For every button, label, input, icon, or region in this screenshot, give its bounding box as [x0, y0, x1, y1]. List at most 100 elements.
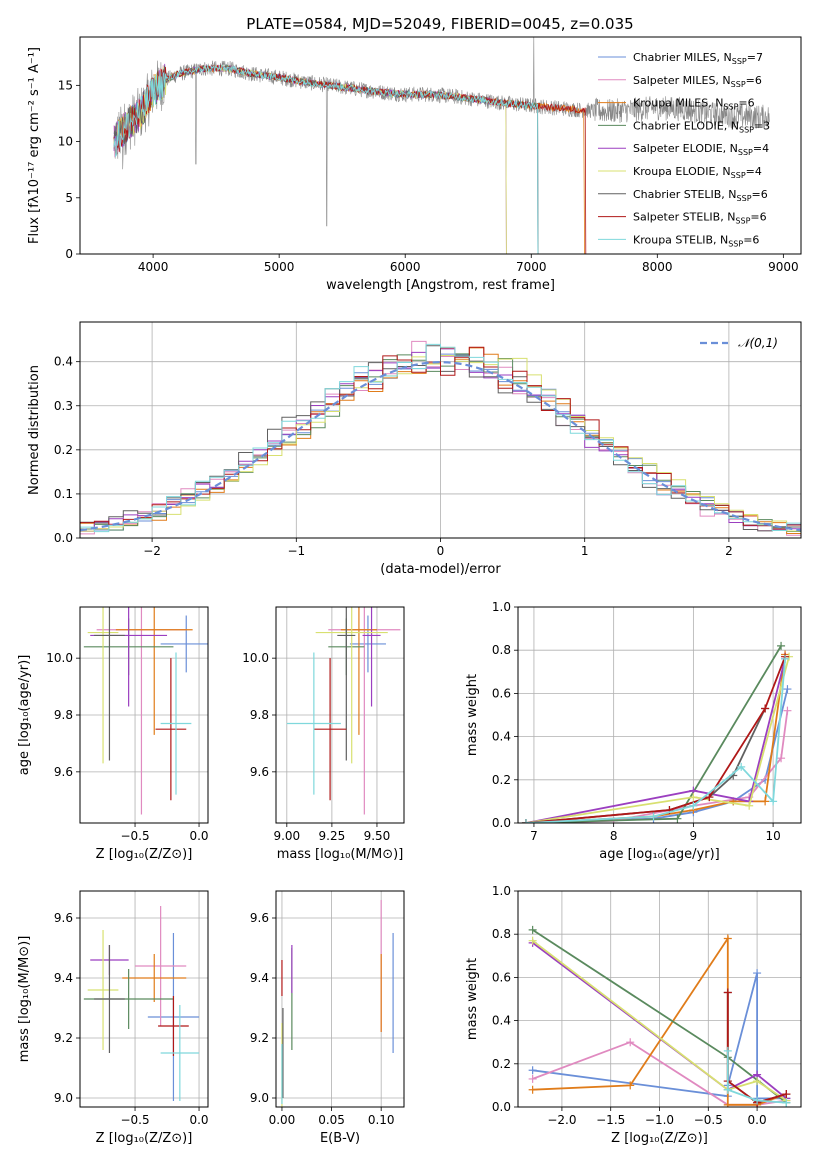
- x-axis-label: age [log₁₀(age/yr)]: [599, 847, 720, 862]
- y-tick-label: 9.4: [54, 971, 73, 985]
- mass-weight-marker: [528, 1085, 537, 1094]
- legend-entry: Chabrier ELODIE, NSSP=3: [633, 119, 770, 134]
- mass-weight-marker: [753, 1096, 762, 1105]
- y-tick-label: 0.1: [54, 487, 73, 501]
- mass-weight-marker: [777, 641, 786, 650]
- x-axis-label: mass [log₁₀(M/M⊙)]: [277, 847, 404, 862]
- x-tick-label: 0.0: [189, 829, 208, 843]
- y-tick-label: 0.0: [54, 531, 73, 545]
- y-axis-label: mass weight: [465, 958, 480, 1040]
- y-tick-label: 9.6: [250, 911, 269, 925]
- x-tick-label: 0.0: [189, 1113, 208, 1127]
- normal-reference-curve: [80, 360, 801, 532]
- axes-frame: [275, 606, 405, 824]
- y-tick-label: 10: [58, 135, 73, 149]
- mass-weight-line: [525, 658, 786, 823]
- plot-area: [80, 340, 801, 538]
- figure-title: PLATE=0584, MJD=52049, FIBERID=0045, z=0…: [246, 15, 633, 33]
- x-tick-label: −0.5: [694, 1113, 723, 1127]
- x-tick-label: 0: [437, 544, 445, 558]
- y-tick-label: 0.0: [492, 1100, 511, 1114]
- x-axis-label: Z [log₁₀(Z/Z⊙)]: [611, 1131, 708, 1146]
- x-tick-label: −1.0: [645, 1113, 674, 1127]
- plot-area: [83, 906, 200, 1101]
- legend-entry: 𝒩(0,1): [738, 336, 778, 350]
- y-tick-label: 0.6: [492, 970, 511, 984]
- mass-weight-line: [525, 645, 782, 823]
- mass-weight-marker: [745, 801, 754, 810]
- legend-entry: Salpeter STELIB, NSSP=6: [633, 211, 767, 226]
- y-axis-label: Normed distribution: [27, 365, 42, 495]
- mass-weight-marker: [723, 1085, 732, 1094]
- x-axis-label: Z [log₁₀(Z/Z⊙)]: [96, 847, 193, 862]
- y-axis-label: mass [log₁₀(M/M⊙)]: [17, 936, 32, 1063]
- y-tick-label: 0.4: [54, 355, 73, 369]
- mass-weight-marker: [761, 704, 770, 713]
- y-tick-label: 0.2: [492, 1057, 511, 1071]
- mass-weight-marker: [782, 1090, 791, 1099]
- plot-area: [113, 37, 770, 254]
- mass-weight-marker: [737, 762, 746, 771]
- mass-vs-metallicity-panel: −0.5 0.0 9.0 9.2 9.4 9.6 Z [log₁₀(Z/Z⊙)] mass […: [17, 890, 209, 1146]
- y-axis-label: mass weight: [465, 674, 480, 756]
- axes-frame: [79, 606, 209, 824]
- mass-weight-line: [532, 939, 787, 1102]
- mass-weight-marker: [753, 969, 762, 978]
- x-tick-label: 0.0: [748, 1113, 767, 1127]
- mass-weight-marker: [723, 1046, 732, 1055]
- weight-vs-metallicity-panel: −2.0 −1.5 −1.0 −0.5 0.0 0.0 0.2 0.4 0.6 0.8 1.0 Z […: [465, 884, 802, 1146]
- y-tick-label: 0.8: [492, 927, 511, 941]
- plot-area: [83, 607, 208, 815]
- y-axis-label: Flux [fλ10⁻¹⁷ erg cm⁻² s⁻¹ A⁻¹]: [27, 47, 42, 244]
- axes-frame: [517, 606, 802, 824]
- mass-weight-marker: [777, 754, 786, 763]
- mass-weight-marker: [783, 706, 792, 715]
- y-tick-label: 1.0: [492, 884, 511, 898]
- mass-weight-marker: [783, 685, 792, 694]
- x-tick-label: 4000: [138, 260, 169, 274]
- plot-area: [521, 641, 794, 823]
- mass-weight-line: [726, 1050, 787, 1104]
- y-tick-label: 9.4: [250, 971, 269, 985]
- mass-weight-marker: [528, 1066, 537, 1075]
- x-tick-label: 2: [725, 544, 733, 558]
- mass-weight-line: [525, 658, 786, 823]
- mass-weight-marker: [753, 1077, 762, 1086]
- x-tick-label: 0.10: [368, 1113, 395, 1127]
- y-tick-label: 9.2: [250, 1031, 269, 1045]
- x-tick-label: 9: [690, 829, 698, 843]
- legend-entry: Chabrier MILES, NSSP=7: [633, 51, 763, 66]
- mass-weight-marker: [761, 797, 770, 806]
- mass-weight-marker: [528, 936, 537, 945]
- plot-area: [281, 900, 394, 1107]
- y-tick-label: 9.6: [250, 765, 269, 779]
- x-tick-label: −1.5: [596, 1113, 625, 1127]
- x-axis-label: wavelength [Angstrom, rest frame]: [326, 278, 555, 293]
- x-tick-label: 8: [610, 829, 618, 843]
- legend-entry: Salpeter MILES, NSSP=6: [633, 74, 762, 89]
- mass-weight-marker: [723, 934, 732, 943]
- mass-weight-marker: [528, 925, 537, 934]
- model-spectrum-line: [113, 64, 585, 254]
- y-tick-label: 0.4: [492, 1014, 511, 1028]
- y-tick-label: 0.0: [492, 816, 511, 830]
- mass-vs-extinction-panel: 0.00 0.05 0.10 9.0 9.2 9.4 9.6 E(B-V): [250, 890, 405, 1146]
- spectrum-panel: 4000 5000 6000 7000 8000 9000 0 5 10 15 wavelength…: [27, 36, 802, 293]
- legend-entry: Kroupa STELIB, NSSP=6: [633, 233, 759, 248]
- x-tick-label: −0.5: [120, 829, 149, 843]
- y-tick-label: 9.2: [54, 1031, 73, 1045]
- mass-weight-line: [525, 656, 790, 823]
- x-axis-label: E(B-V): [320, 1131, 360, 1146]
- age-vs-mass-panel: 9.00 9.25 9.50 9.6 9.8 10.0 mass [log₁₀(M/M⊙)]: [242, 606, 405, 862]
- age-vs-metallicity-panel: −0.5 0.0 9.6 9.8 10.0 Z [log₁₀(Z/Z⊙)] age [log…: [17, 606, 209, 862]
- y-tick-label: 9.8: [54, 708, 73, 722]
- x-tick-label: 5000: [264, 260, 295, 274]
- mass-weight-marker: [626, 1038, 635, 1047]
- model-spectrum-line: [113, 64, 587, 254]
- y-tick-label: 0.8: [492, 643, 511, 657]
- y-tick-label: 0.2: [492, 773, 511, 787]
- x-tick-label: −2.0: [547, 1113, 576, 1127]
- x-tick-label: 6000: [390, 260, 421, 274]
- y-tick-label: 5: [65, 191, 73, 205]
- mass-weight-marker: [769, 797, 778, 806]
